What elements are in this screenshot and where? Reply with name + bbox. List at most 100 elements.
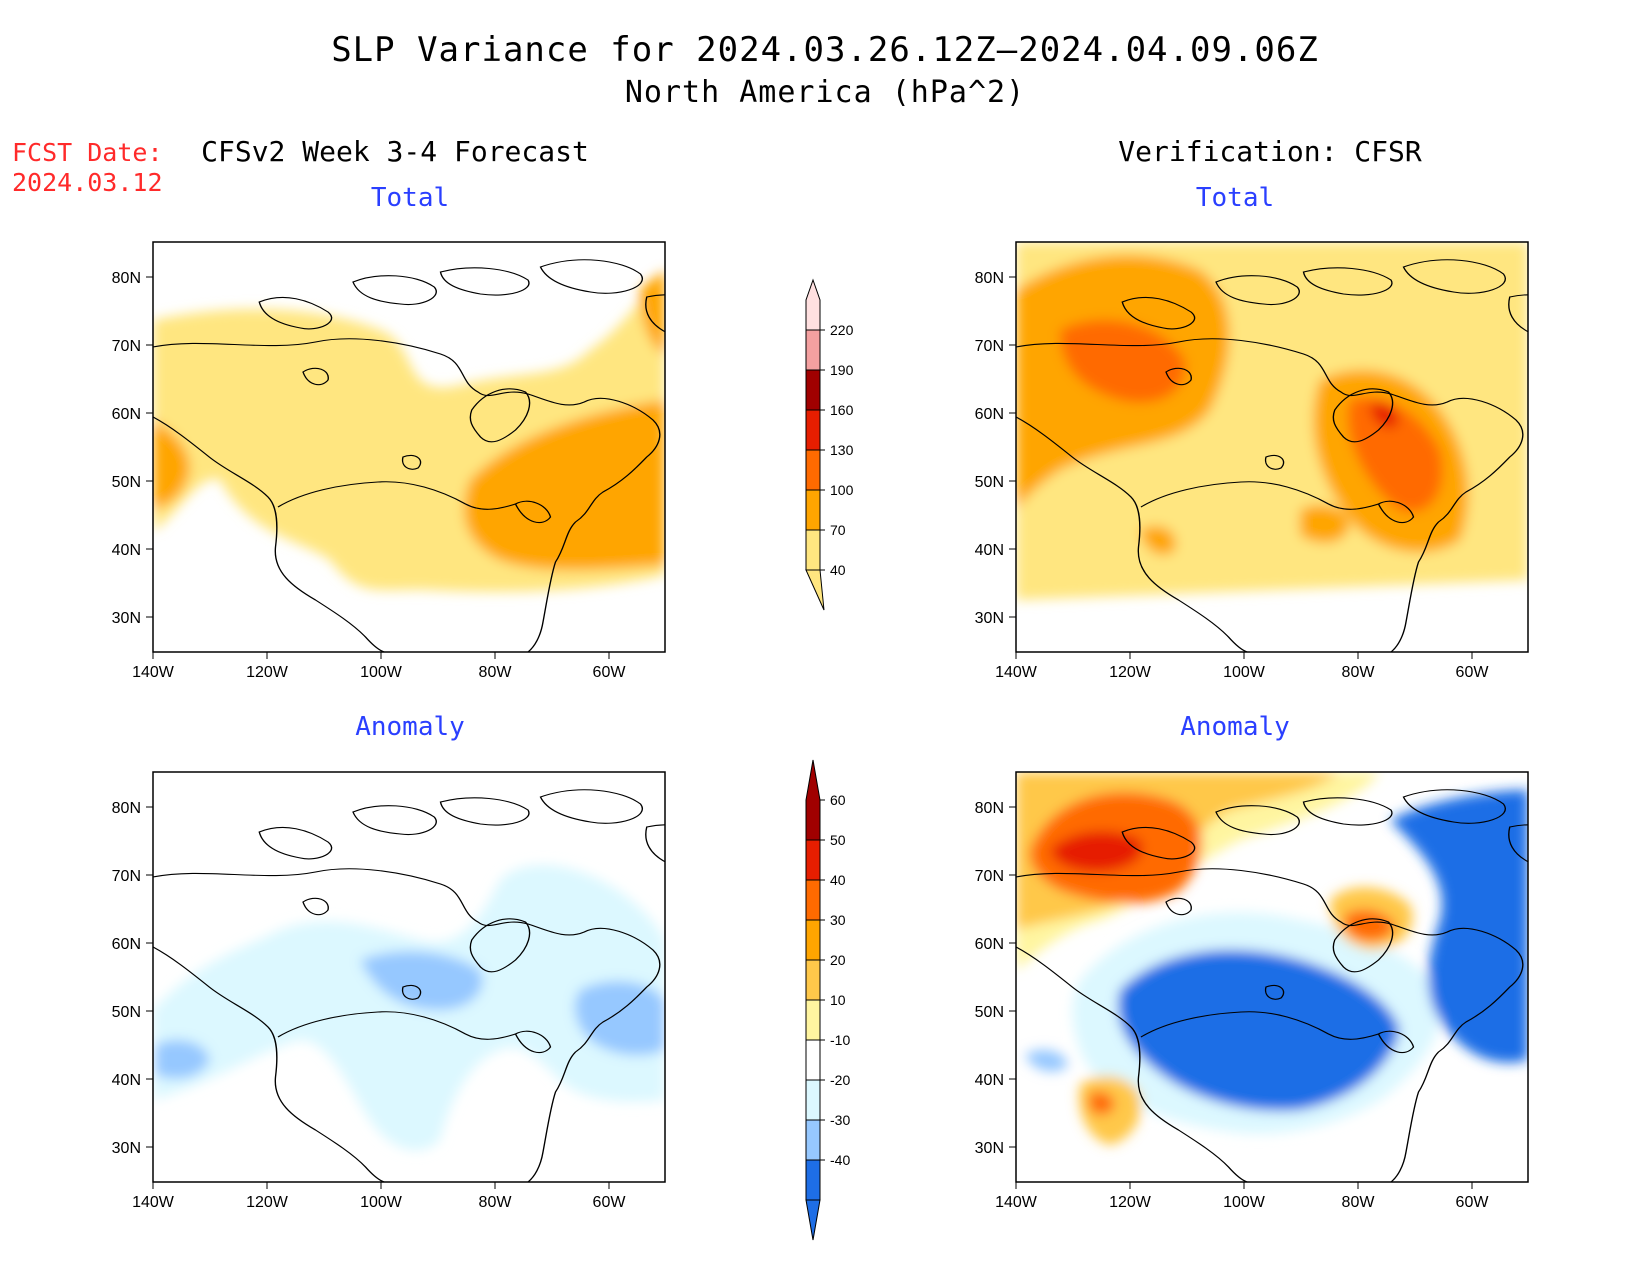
lat-label: 80N [112,270,141,287]
map-frame [152,241,666,653]
field-70 [1140,526,1176,555]
field-neg10 [153,865,665,1151]
lon-label: 100W [360,664,403,681]
panel-title-verification-anomaly: Anomaly [1180,712,1290,742]
lat-label: 30N [112,610,141,627]
forecast-date-label: FCST Date: [12,138,163,167]
colorbar-anomaly-label: -40 [830,1152,850,1168]
lon-label: 140W [132,664,175,681]
lon-label: 60W [593,1194,627,1211]
colorbar-anomaly-segment [805,1119,821,1161]
colorbar-total-label: 130 [830,442,854,458]
right-column-title: Verification: CFSR [1118,135,1422,168]
main-title: SLP Variance for 2024.03.26.12Z—2024.04.… [331,30,1319,70]
field-neg20 [1025,1049,1068,1072]
lat-label: 40N [112,1072,141,1089]
lon-label: 140W [995,1194,1038,1211]
lon-label: 80W [1342,664,1376,681]
colorbar-anomaly-segment [805,919,821,961]
colorbar-anomaly-label: 50 [830,832,846,848]
lon-label: 80W [1342,1194,1376,1211]
colorbar-anomaly-label: 40 [830,872,846,888]
colorbar-anomaly-segment [805,759,821,841]
forecast-date-block: FCST Date: 2024.03.12 [12,138,163,198]
lat-label: 70N [112,338,141,355]
colorbar-anomaly-label: 10 [830,992,846,1008]
field-70 [1300,505,1350,543]
colorbar-total-tail [805,569,825,611]
colorbar-anomaly-segment [805,839,821,881]
field-100 [1348,397,1443,512]
lat-label: 30N [112,1140,141,1157]
colorbars: 40 70 100 130 160 190 220 60 50 40 30 20 10 -10 -20 -30… [805,278,854,1241]
colorbar-anomaly-segment [805,1199,821,1241]
colorbar-total-segment [805,489,821,531]
colorbar-total-label: 160 [830,402,854,418]
lon-label: 80W [479,1194,513,1211]
colorbar-total-label: 190 [830,362,854,378]
field-pos40 [1088,1091,1115,1115]
lat-label: 50N [975,474,1004,491]
lat-label: 70N [975,338,1004,355]
panel-title-forecast-total: Total [370,183,450,213]
lat-label: 60N [112,936,141,953]
map-forecast-total [153,242,665,652]
lat-label: 50N [112,1004,141,1021]
colorbar-total-segment [805,329,821,371]
lat-label: 80N [112,800,141,817]
lon-label: 120W [1109,664,1152,681]
field-70 [640,270,665,355]
field-neg20 [360,951,483,1010]
field-100 [1060,320,1186,403]
lon-label: 60W [593,664,627,681]
field-pos40 [1344,909,1395,942]
lon-label: 60W [1456,664,1490,681]
map-frame [1015,241,1529,653]
lon-label: 100W [1223,664,1266,681]
field-neg20 [574,981,665,1056]
lon-label: 60W [1456,1194,1490,1211]
colorbar-anomaly-segment [805,1159,821,1201]
lat-label: 60N [975,936,1004,953]
lon-label: 140W [995,664,1038,681]
colorbar-anomaly-label: 60 [830,792,846,808]
colorbar-anomaly-segment [805,879,821,921]
lat-label: 70N [975,868,1004,885]
field-70 [464,400,665,570]
colorbar-anomaly-segment [805,1079,821,1121]
lat-label: 70N [112,868,141,885]
lat-label: 50N [112,474,141,491]
lat-label: 40N [975,1072,1004,1089]
colorbar-anomaly-label: -30 [830,1112,850,1128]
lon-label: 80W [479,664,513,681]
colorbar-total-label: 40 [830,562,846,578]
axis-labels: 80N 70N 60N 50N 40N 30N 140W 120W 100W 80W 60W 80N 7… [112,270,1490,1211]
lat-label: 40N [112,542,141,559]
field-neg30 [1390,790,1528,1063]
map-verification-total [1016,242,1528,652]
lon-label: 120W [246,1194,289,1211]
lat-label: 80N [975,800,1004,817]
colorbar-anomaly-label: -10 [830,1032,850,1048]
lat-label: 60N [975,406,1004,423]
lon-label: 120W [1109,1194,1152,1211]
colorbar-anomaly-label: -20 [830,1072,850,1088]
lat-label: 30N [975,1140,1004,1157]
colorbar-total-segment [805,529,821,571]
colorbar-total-label: 100 [830,482,854,498]
lat-label: 40N [975,542,1004,559]
forecast-date-value: 2024.03.12 [12,168,163,197]
lat-label: 50N [975,1004,1004,1021]
colorbar-anomaly-segment [805,999,821,1041]
panel-title-forecast-anomaly: Anomaly [355,712,465,742]
colorbar-total-segment [805,409,821,451]
lon-label: 100W [1223,1194,1266,1211]
colorbar-total-label: 220 [830,322,854,338]
field-neg30 [1118,950,1400,1111]
colorbar-total-segment [805,278,821,331]
colorbar-anomaly-segment [805,1039,821,1081]
subtitle: North America (hPa^2) [624,75,1026,110]
panel-title-verification-total: Total [1195,183,1275,213]
colorbar-total-segment [805,369,821,411]
